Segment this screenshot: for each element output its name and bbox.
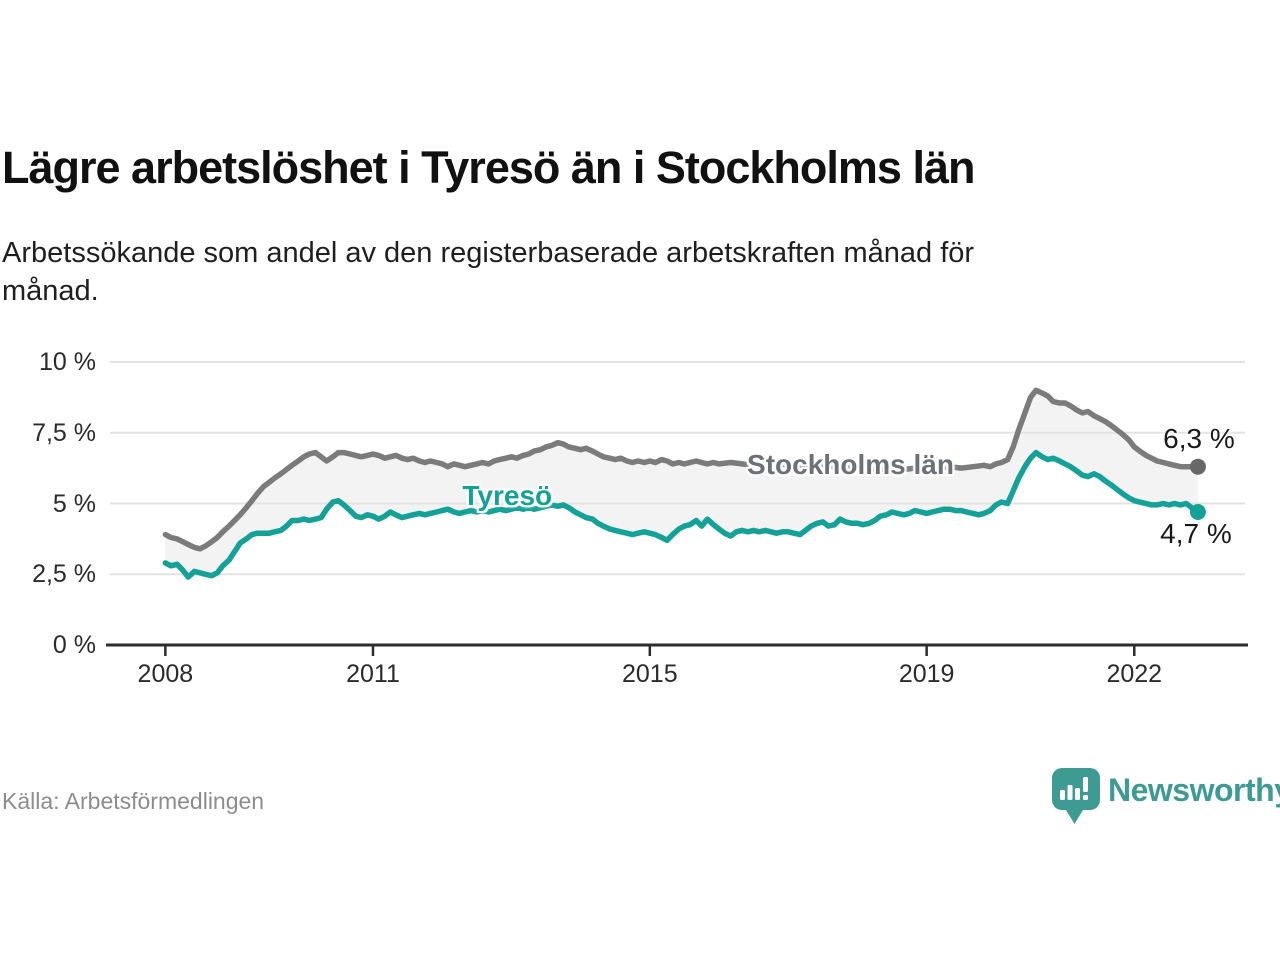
subtitle-line-2: månad. [2,275,99,307]
y-axis-label: 5 % [52,489,96,518]
end-value-label-tyreso: 4,7 % [1160,517,1232,549]
series-band-fill [165,390,1198,578]
y-axis-label: 7,5 % [32,418,96,447]
series-label-stockholms-lan: Stockholms län [747,449,954,480]
newsworthy-bubble-chart-icon [1052,768,1100,824]
x-axis-label: 2019 [898,660,955,688]
page-title: Lägre arbetslöshet i Tyresö än i Stockho… [2,142,975,193]
newsworthy-logo: Newsworthy [1052,768,1280,828]
source-note: Källa: Arbetsförmedlingen [2,788,265,814]
line-tyreso [162,449,1201,580]
y-axis-label: 2,5 % [32,560,96,589]
end-dot-stockholms-lan [1189,458,1206,475]
chart-subtitle: Arbetssökande som andel av den registerb… [2,234,974,310]
newsworthy-wordmark: Newsworthy [1108,772,1280,808]
x-axis-label: 2022 [1106,660,1163,688]
series-label-tyreso: Tyresö [462,479,553,511]
x-axis-label: 2008 [137,660,194,688]
subtitle-line-1: Arbetssökande som andel av den registerb… [2,237,975,269]
x-axis-label: 2015 [622,660,678,688]
line-stockholms-lan [162,387,1201,552]
y-axis-label: 10 % [39,348,96,376]
x-axis-label: 2011 [346,660,400,688]
end-value-label-stockholms-lan: 6,3 % [1163,422,1235,454]
y-axis-label: 0 % [52,631,96,659]
